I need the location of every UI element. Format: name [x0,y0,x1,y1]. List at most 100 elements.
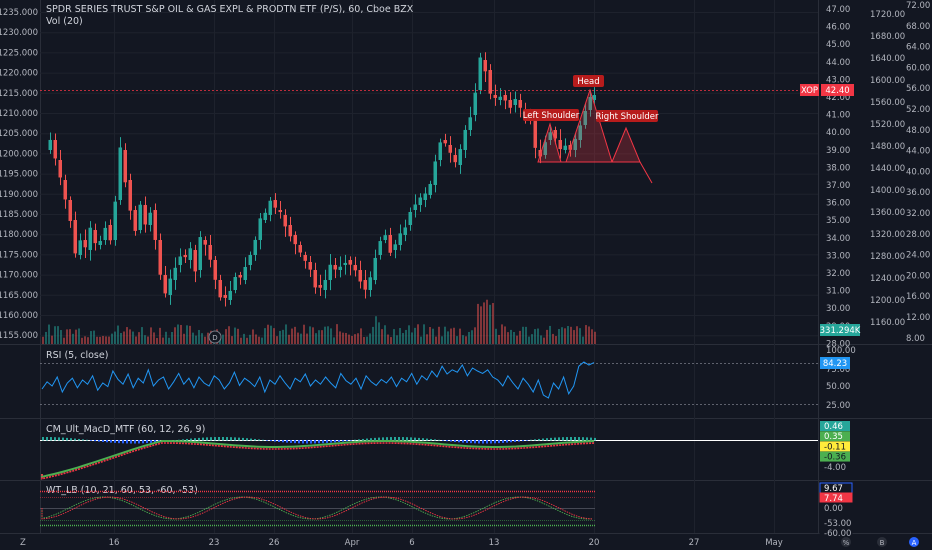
candle-body [588,97,592,110]
volume-bar [138,332,140,344]
candle-body [273,200,277,208]
macd-hist-bar [390,437,392,441]
volume-bar [396,335,398,344]
volume-bar [477,303,479,344]
candle-body [128,180,132,211]
candle-body [328,264,332,280]
head-shoulders-pattern[interactable]: Head Left Shoulder Right Shoulder [523,75,659,184]
right-axis-tick: 37.00 [826,181,850,191]
volume-bar [570,326,572,344]
volume-bar [144,335,146,344]
rsi-label[interactable]: RSI (5, close) [46,350,108,361]
time-axis[interactable]: 16 23 26 Apr 6 13 20 27 May [109,538,783,548]
volume-bar [237,328,239,344]
wt-line-1 [41,496,593,520]
volume-bar [351,335,353,344]
candle-body [533,120,537,148]
volume-bar [549,325,551,344]
macd-badge-value: -4.00 [824,463,846,473]
volume-bar [492,303,494,344]
macd-hist-bar [334,440,336,443]
candle-body [343,262,347,265]
volume-bar [459,328,461,344]
volume-bar [66,329,68,344]
macd-hist-bar [254,438,256,441]
volume-bar [135,336,137,344]
tertiary-axis-tick: 20.00 [906,271,930,281]
right-tertiary-axis[interactable]: 72.00 68.00 64.00 60.00 56.00 52.00 48.00 44.00… [906,1,930,344]
secondary-axis-tick: 1720.00 [870,10,905,20]
candle-body [353,265,357,271]
left-axis-tick: 1215.000 [0,89,38,99]
wt-label[interactable]: WT_LB (10, 21, 60, 53, -60, -53) [46,485,198,496]
right-axis-tick: 28.00 [826,339,850,349]
left-price-axis[interactable]: 1235.000 1230.000 1225.000 1220.000 1215.000… [0,8,38,341]
macd-hist-bar [414,437,416,441]
secondary-axis-tick: 1200.00 [870,296,905,306]
left-axis-tick: 1235.000 [0,8,38,18]
candle-body [98,241,102,245]
macd-hist-bar [330,440,332,443]
macd-hist-bar [214,437,216,441]
volume-bar [306,333,308,344]
volume-bar [540,335,542,344]
volume-bar [228,326,230,344]
volume-bar [267,324,269,344]
candle-body [123,150,127,183]
macd-hist-bar [230,437,232,441]
volume-bar [486,299,488,344]
secondary-axis-tick: 1480.00 [870,142,905,152]
macd-hist-bar [122,440,124,444]
symbol-title[interactable]: SPDR SERIES TRUST S&P OIL & GAS EXPL & P… [46,4,414,15]
time-axis-label: 6 [409,538,414,548]
macd-hist-bar [218,437,220,441]
macd-hist-bar [550,437,552,441]
volume-bar [117,325,119,344]
rsi-badge: 84.23 [820,357,850,369]
zoom-reset-control[interactable]: Z [20,538,26,548]
volume-bar [60,330,62,344]
volume-bar [423,324,425,344]
candle-body [493,95,497,98]
macd-hist-bar [138,440,140,444]
volume-bar [87,337,89,344]
tertiary-axis-tick: 32.00 [906,209,930,219]
candle-body [168,278,172,295]
macd-hist-bar [362,438,364,441]
candle-body [228,290,232,300]
auto-scale-icon[interactable] [909,537,919,547]
log-scale-label: B [880,539,885,547]
right-secondary-axis[interactable]: 1720.00 1680.00 1640.00 1600.00 1560.00 1520.… [870,10,905,328]
candle-body [118,147,122,200]
volume-bar [105,336,107,344]
volume-bar [453,327,455,344]
macd-hist-bar [354,439,356,441]
percent-icon[interactable] [841,537,851,547]
tertiary-axis-tick: 44.00 [906,147,930,157]
macd-hist-bar [210,437,212,441]
log-scale-icon[interactable] [877,537,887,547]
volume-bar [189,325,191,344]
macd-hist-bar [286,440,288,443]
right-price-axis[interactable]: 47.00 46.00 45.00 44.00 43.00 42.00 41.00 40.00… [826,5,850,349]
wt-badge-value: 0.00 [824,504,843,514]
candle-body [48,139,52,150]
macd-label[interactable]: CM_Ult_MacD_MTF (60, 12, 26, 9) [46,424,205,435]
macd-hist-bar [366,438,368,441]
macd-hist-bar [90,440,92,441]
earnings-marker[interactable]: D [208,330,222,344]
volume-bar [165,331,167,344]
last-price-badge: XOP 42.40 [800,84,854,96]
volume-indicator-label[interactable]: Vol (20) [46,16,83,27]
scale-controls[interactable]: % B A [841,537,919,547]
macd-hist-bar [410,437,412,441]
macd-hist-bar [530,439,532,441]
macd-hist-bar [594,437,596,441]
rsi-axis[interactable]: 100.00 75.00 50.00 25.00 [826,346,856,411]
candle-body [438,142,442,160]
tertiary-axis-tick: 60.00 [906,63,930,73]
macd-hist-bar [294,440,296,444]
volume-bar [51,335,53,344]
rsi-badge-value: 84.23 [823,359,847,369]
